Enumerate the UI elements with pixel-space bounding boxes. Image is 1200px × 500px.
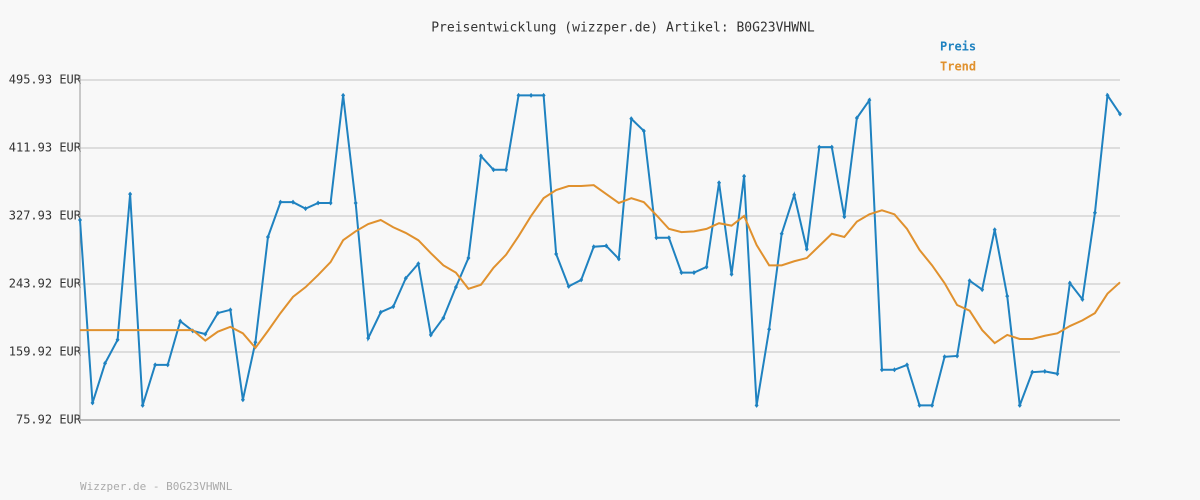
point-marker <box>767 326 772 332</box>
footer: Wizzper.de - B0G23VHWNL <box>80 480 233 493</box>
point-marker <box>203 331 208 337</box>
point-marker <box>1042 368 1047 374</box>
point-marker <box>1055 371 1060 377</box>
point-marker <box>453 284 458 290</box>
point-marker <box>729 271 734 277</box>
point-marker <box>215 310 220 316</box>
point-marker <box>717 180 722 186</box>
point-marker <box>754 402 759 408</box>
point-marker <box>904 362 909 368</box>
line-1 <box>79 92 1121 407</box>
point-marker <box>792 192 797 198</box>
point-marker <box>704 264 709 270</box>
point-marker <box>742 173 747 179</box>
point-marker <box>541 92 546 98</box>
point-marker <box>428 332 433 338</box>
point-marker <box>240 397 245 403</box>
point-marker <box>867 97 872 103</box>
y-tick-label: 75.92 EUR <box>16 413 82 427</box>
point-marker <box>178 318 183 324</box>
point-marker <box>128 191 133 197</box>
point-marker <box>466 255 471 261</box>
point-marker <box>666 235 671 241</box>
y-tick-label: 243.92 EUR <box>9 277 82 291</box>
point-marker <box>341 92 346 98</box>
y-tick-label: 411.93 EUR <box>9 140 82 154</box>
point-marker <box>291 199 296 205</box>
point-marker <box>353 200 358 206</box>
point-marker <box>378 309 383 315</box>
legend-label: Preis <box>940 40 976 54</box>
point-marker <box>1092 210 1097 216</box>
point-marker <box>478 153 483 159</box>
y-tick-label: 159.92 EUR <box>9 345 82 359</box>
point-marker <box>604 243 609 249</box>
point-marker <box>641 128 646 134</box>
point-marker <box>253 339 258 345</box>
point-marker <box>328 200 333 206</box>
point-marker <box>892 367 897 373</box>
point-marker <box>366 335 371 341</box>
point-marker <box>1067 280 1072 286</box>
point-marker <box>842 214 847 220</box>
point-marker <box>416 261 421 267</box>
point-marker <box>930 402 935 408</box>
legend-label: Trend <box>940 60 976 74</box>
point-marker <box>779 231 784 237</box>
point-marker <box>879 367 884 373</box>
point-marker <box>504 167 509 173</box>
point-marker <box>1030 369 1035 375</box>
point-marker <box>491 167 496 173</box>
point-marker <box>955 353 960 359</box>
y-tick-label: 327.93 EUR <box>9 208 82 222</box>
point-marker <box>1005 293 1010 299</box>
point-marker <box>917 402 922 408</box>
point-marker <box>980 287 985 293</box>
point-marker <box>316 200 321 206</box>
point-marker <box>140 402 145 408</box>
point-marker <box>579 277 584 283</box>
point-marker <box>804 246 809 252</box>
point-marker <box>616 256 621 262</box>
point-marker <box>1080 296 1085 302</box>
point-marker <box>1118 111 1122 117</box>
point-marker <box>679 270 684 276</box>
chart-title: Preisentwicklung (wizzper.de) Artikel: B… <box>431 21 815 36</box>
point-marker <box>529 92 534 98</box>
point-marker <box>1017 402 1022 408</box>
point-marker <box>829 144 834 150</box>
point-marker <box>654 235 659 241</box>
point-marker <box>554 251 559 257</box>
point-marker <box>228 307 233 313</box>
line-2 <box>80 184 1121 350</box>
point-marker <box>153 362 158 368</box>
point-marker <box>629 116 634 122</box>
point-marker <box>691 270 696 276</box>
point-marker <box>967 278 972 284</box>
point-marker <box>516 92 521 98</box>
y-tick-label: 495.93 EUR <box>9 73 82 87</box>
point-marker <box>403 275 408 281</box>
point-marker <box>278 199 283 205</box>
point-marker <box>1105 92 1110 98</box>
point-marker <box>441 315 446 321</box>
point-marker <box>165 362 170 368</box>
point-marker <box>992 227 997 233</box>
point-marker <box>942 354 947 360</box>
point-marker <box>391 304 396 310</box>
point-marker <box>115 337 120 343</box>
point-marker <box>591 244 596 250</box>
point-marker <box>566 283 571 289</box>
point-marker <box>90 400 95 406</box>
point-marker <box>817 144 822 150</box>
point-marker <box>854 115 859 121</box>
point-marker <box>103 360 108 366</box>
point-marker <box>78 217 82 223</box>
point-marker <box>265 234 270 240</box>
point-marker <box>303 206 308 212</box>
